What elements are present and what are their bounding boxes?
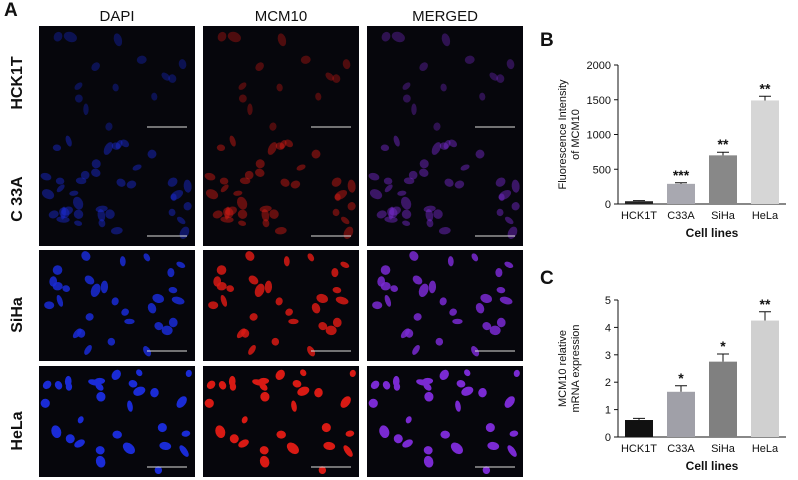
row-label-hela: HeLa — [9, 411, 26, 451]
row-label-c33a: C 33A — [9, 176, 26, 222]
micrograph-hck1t-mcm10 — [203, 26, 359, 137]
y-tick-label: 0 — [605, 199, 611, 211]
error-bar — [759, 95, 771, 101]
significance-mark: ** — [760, 296, 771, 312]
micrograph-hela-dapi — [39, 366, 195, 477]
panel-label-c: C — [540, 268, 554, 289]
x-tick-label: C33A — [667, 210, 695, 222]
micrograph-siha-dapi — [39, 250, 195, 361]
x-tick-label: HeLa — [752, 210, 779, 222]
y-tick-label: 1000 — [587, 130, 611, 142]
micrograph-c33a-mcm10 — [203, 135, 359, 246]
bar-siha — [709, 361, 737, 437]
column-header-dapi: DAPI — [99, 8, 135, 25]
x-tick-label: HCK1T — [621, 443, 657, 455]
y-tick-label: 2 — [605, 377, 611, 389]
error-bar — [717, 353, 729, 362]
micrograph-c33a-merged — [367, 135, 523, 246]
bar-hela — [751, 320, 779, 437]
x-tick-label: C33A — [667, 443, 695, 455]
micrograph-siha-mcm10 — [203, 250, 359, 361]
micrograph-hela-mcm10 — [203, 366, 359, 477]
y-tick-label: 1 — [605, 405, 611, 417]
y-tick-label: 500 — [593, 164, 611, 176]
micrograph-c33a-dapi — [39, 135, 195, 246]
y-tick-label: 3 — [605, 350, 611, 362]
error-bar — [633, 200, 645, 202]
y-tick-label: 5 — [605, 295, 611, 307]
bar-c33a — [667, 183, 695, 204]
mrna-expression-chart: 0 1 2 3 4 5 HCK1T * C33A * SiHa ** HeLa Cell lines MCM… — [557, 295, 786, 473]
y-tick-label: 2000 — [587, 60, 611, 72]
significance-mark: * — [720, 338, 726, 354]
micrograph-hela-merged — [367, 366, 523, 477]
bar-hck1t — [625, 201, 653, 204]
panel-label-a: A — [4, 0, 18, 21]
row-label-siha: SiHa — [9, 297, 26, 333]
significance-mark: *** — [673, 167, 690, 183]
micrograph-siha-merged — [367, 250, 523, 361]
bar-siha — [709, 155, 737, 204]
error-bar — [759, 311, 771, 321]
fluorescence-intensity-chart: 0 500 1000 1500 2000 HCK1T *** C33A ** SiHa ** HeLa… — [557, 60, 786, 240]
row-label-hck1t: HCK1T — [9, 56, 26, 110]
panel-label-b: B — [540, 30, 554, 51]
y-axis-title: Fluorescence Intensityof MCM10 — [557, 79, 582, 190]
bar-hela — [751, 100, 779, 204]
bar-hck1t — [625, 420, 653, 437]
y-axis-title: MCM10 relativemRNA expression — [557, 324, 582, 412]
error-bar — [633, 417, 645, 421]
x-axis-title: Cell lines — [686, 226, 739, 240]
x-tick-label: SiHa — [711, 210, 736, 222]
x-tick-label: HCK1T — [621, 210, 657, 222]
bar-c33a — [667, 391, 695, 437]
significance-mark: ** — [760, 80, 771, 96]
column-header-mcm10: MCM10 — [254, 8, 308, 25]
x-tick-label: SiHa — [711, 443, 736, 455]
error-bar — [675, 182, 687, 184]
column-header-merged: MERGED — [412, 8, 478, 25]
micrograph-hck1t-dapi — [39, 26, 195, 137]
micrograph-hck1t-merged — [367, 26, 523, 137]
error-bar — [717, 151, 729, 156]
y-tick-label: 1500 — [587, 95, 611, 107]
y-tick-label: 4 — [605, 322, 611, 334]
significance-mark: * — [678, 370, 684, 386]
significance-mark: ** — [718, 136, 729, 152]
y-tick-label: 0 — [605, 432, 611, 444]
x-axis-title: Cell lines — [686, 459, 739, 473]
x-tick-label: HeLa — [752, 443, 779, 455]
error-bar — [675, 385, 687, 392]
